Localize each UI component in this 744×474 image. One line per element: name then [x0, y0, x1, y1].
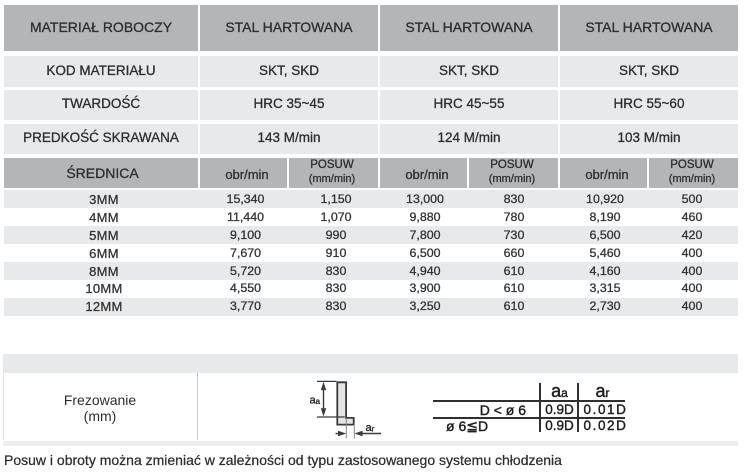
svg-text:aa: aa: [310, 395, 321, 407]
svg-text:ar: ar: [366, 422, 375, 434]
